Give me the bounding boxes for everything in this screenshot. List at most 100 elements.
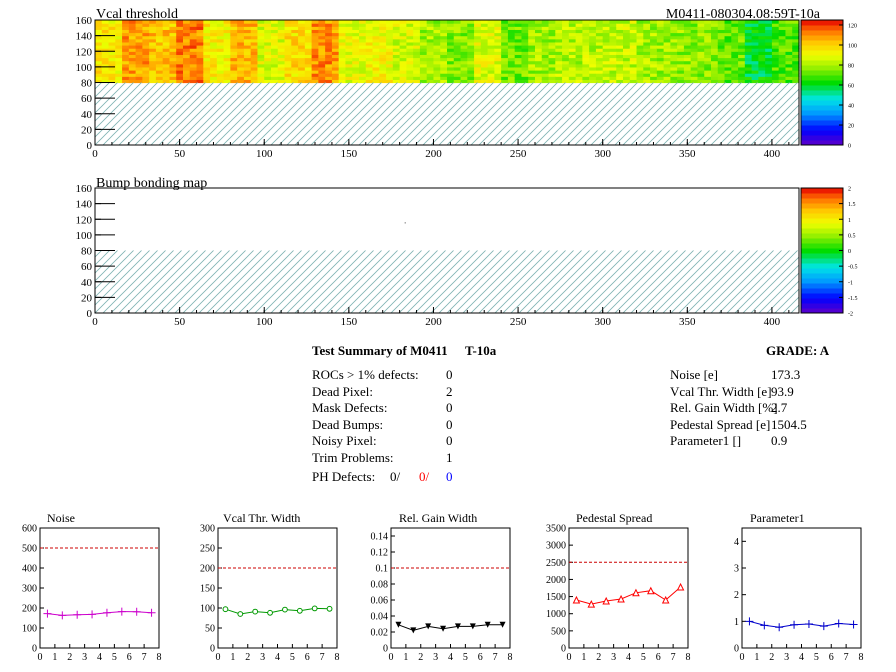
heatmap-cell <box>216 79 225 84</box>
heatmap-cell <box>189 73 198 77</box>
heatmap-cell <box>785 63 793 68</box>
heatmap-cell <box>663 32 671 37</box>
heatmap-cell <box>629 26 638 30</box>
heatmap-cell <box>683 48 692 52</box>
heatmap-cell <box>406 70 414 74</box>
heatmap-cell <box>501 35 509 40</box>
heatmap-cell <box>284 20 292 24</box>
heatmap-cell <box>169 20 177 24</box>
heatmap-cell <box>108 41 116 46</box>
heatmap-cell <box>277 38 286 43</box>
heatmap-cell <box>406 32 414 37</box>
heatmap-cell <box>670 73 678 77</box>
heatmap-cell <box>216 54 225 59</box>
heatmap-cell <box>379 23 387 27</box>
heatmap-cell <box>237 38 245 43</box>
heatmap-cell <box>528 38 536 43</box>
heatmap-cell <box>656 63 665 68</box>
heatmap-cell <box>169 66 177 71</box>
heatmap-cell <box>670 41 678 46</box>
heatmap-cell <box>413 63 421 68</box>
data-point <box>454 623 461 630</box>
heatmap-cell <box>724 73 732 77</box>
heatmap-cell <box>765 51 773 55</box>
heatmap-cell <box>778 57 787 62</box>
heatmap-cell <box>548 60 556 65</box>
heatmap-cell <box>758 60 766 65</box>
heatmap-cell <box>460 54 468 59</box>
heatmap-cell <box>237 41 245 46</box>
y-tick-label: 100 <box>76 230 93 242</box>
heatmap-cell <box>108 35 116 40</box>
heatmap-cell <box>413 20 421 24</box>
heatmap-cell <box>230 26 238 30</box>
heatmap-cell <box>548 79 556 84</box>
heatmap-cell <box>216 29 225 34</box>
y-tick-label: 1500 <box>546 592 566 603</box>
heatmap-cell <box>447 35 455 40</box>
heatmap-cell <box>514 70 523 74</box>
heatmap-cell <box>325 57 333 62</box>
heatmap-cell <box>264 26 272 30</box>
heatmap-cell <box>331 26 340 30</box>
heatmap-cell <box>426 60 435 65</box>
heatmap-cell <box>501 23 509 27</box>
heatmap-cell <box>514 29 523 34</box>
heatmap-cell <box>521 63 529 68</box>
heatmap-cell <box>690 70 699 74</box>
x-tick-label: 6 <box>305 652 310 663</box>
heatmap-cell <box>196 73 204 77</box>
heatmap-cell <box>629 32 638 37</box>
heatmap-cell <box>440 66 448 71</box>
heatmap-cell <box>162 48 171 52</box>
heatmap-cell <box>738 66 746 71</box>
heatmap-cell <box>122 51 130 55</box>
series-line <box>398 624 503 631</box>
heatmap-cell <box>704 38 712 43</box>
heatmap-cell <box>108 63 116 68</box>
heatmap-cell <box>738 63 746 68</box>
heatmap-cell <box>629 23 638 27</box>
heatmap-cell <box>155 60 164 65</box>
heatmap-cell <box>738 48 746 52</box>
heatmap-cell <box>453 29 462 34</box>
heatmap-cell <box>372 45 380 49</box>
colorbar-tick-label: 40 <box>848 104 854 110</box>
plot-title: Rel. Gain Width <box>399 511 477 525</box>
heatmap-cell <box>602 60 611 65</box>
heatmap-cell <box>426 76 435 80</box>
heatmap-cell <box>386 60 394 65</box>
heatmap-cell <box>433 63 441 68</box>
heatmap-cell <box>501 51 509 55</box>
heatmap-cell <box>656 20 665 24</box>
heatmap-cell <box>243 79 252 84</box>
heatmap-cell <box>535 35 543 40</box>
heatmap-cell <box>670 57 678 62</box>
heatmap-cell <box>271 35 279 40</box>
heatmap-cell <box>406 60 414 65</box>
heatmap-cell <box>183 70 191 74</box>
heatmap-cell <box>765 54 773 59</box>
heatmap-cell <box>650 23 658 27</box>
heatmap-cell <box>257 79 265 84</box>
heatmap-cell <box>189 66 198 71</box>
heatmap-cell <box>95 45 103 49</box>
heatmap-cell <box>257 35 265 40</box>
heatmap-cell <box>514 79 523 84</box>
heatmap-cell <box>555 63 563 68</box>
heatmap-cell <box>419 63 428 68</box>
heatmap-cell <box>271 20 279 24</box>
colorbar-frame <box>800 19 844 146</box>
y-tick-label: 40 <box>81 277 93 289</box>
heatmap-cell <box>122 76 130 80</box>
heatmap-cell <box>595 57 604 62</box>
heatmap-cell <box>318 60 326 65</box>
heatmap-cell <box>792 51 800 55</box>
heatmap-cell <box>724 29 732 34</box>
heatmap-cell <box>548 32 556 37</box>
heatmap-cell <box>426 57 435 62</box>
heatmap-cell <box>440 63 448 68</box>
heatmap-cell <box>128 29 137 34</box>
heatmap-cell <box>643 57 651 62</box>
heatmap-cell <box>277 51 286 55</box>
